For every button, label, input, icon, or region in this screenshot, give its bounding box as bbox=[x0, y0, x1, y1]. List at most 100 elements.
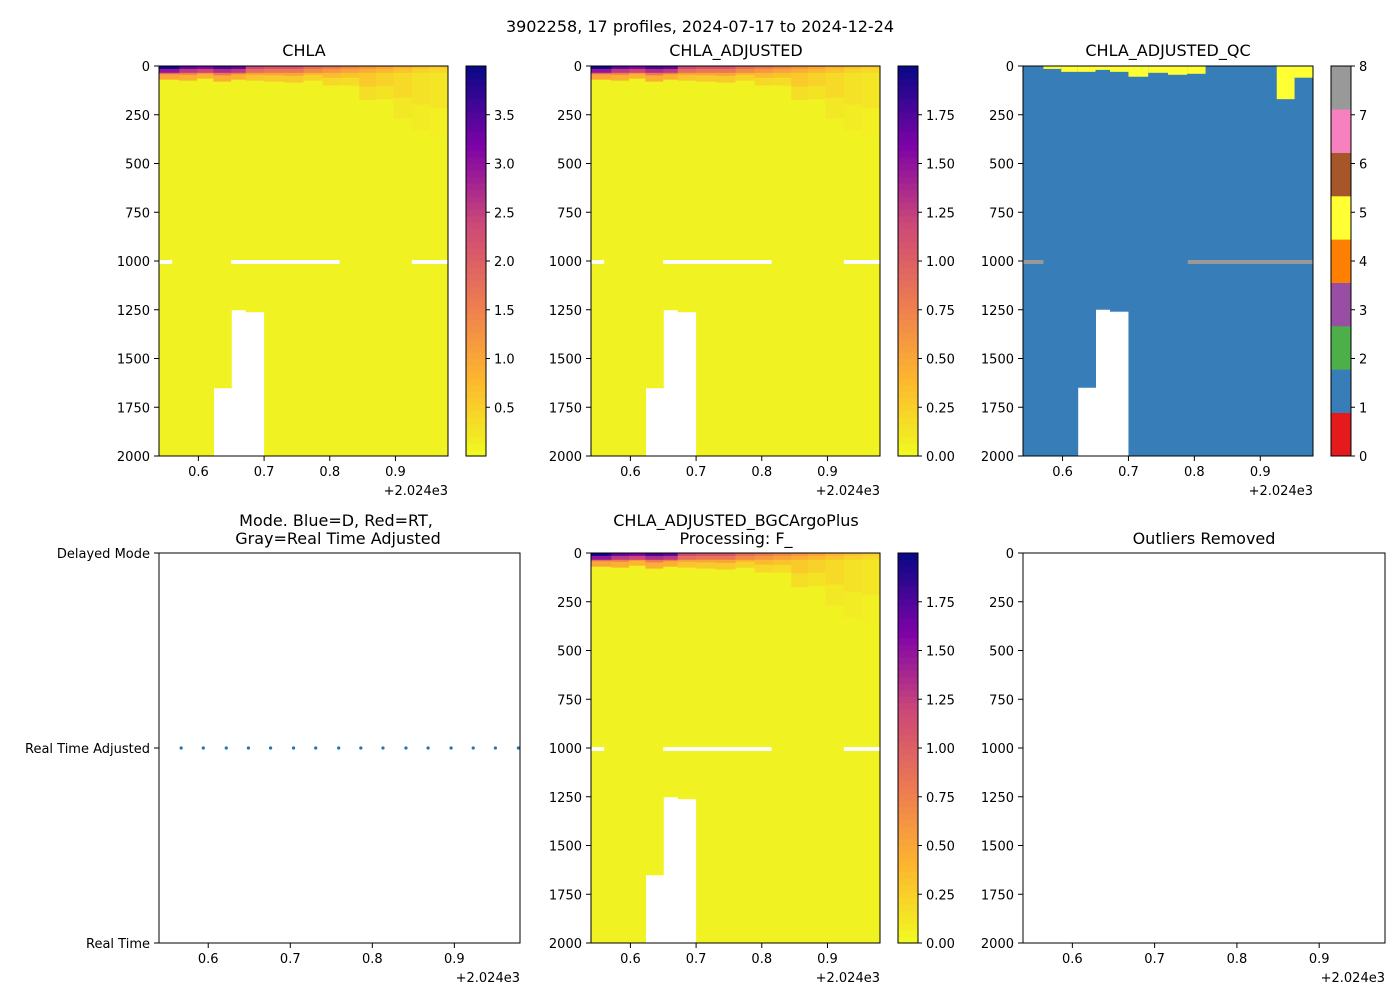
heatmap-cell bbox=[213, 81, 232, 389]
heatmap-cell bbox=[696, 68, 717, 74]
missing-level-gap bbox=[159, 260, 173, 265]
colorbar-segment bbox=[898, 306, 918, 314]
heatmap-cell bbox=[611, 74, 630, 82]
colorbar-segment bbox=[898, 585, 918, 593]
colorbar-segment bbox=[898, 709, 918, 717]
heatmap-cell bbox=[715, 562, 736, 571]
heatmap-cell bbox=[772, 68, 792, 74]
heatmap-cell bbox=[303, 68, 324, 74]
heatmap-cell bbox=[715, 72, 736, 77]
heatmap-cell bbox=[283, 68, 304, 74]
mode-point bbox=[337, 746, 341, 750]
y-category-label: Real Time Adjusted bbox=[25, 742, 150, 757]
heatmap-cell bbox=[375, 72, 394, 87]
heatmap-cell bbox=[843, 555, 863, 561]
heatmap-cell bbox=[843, 553, 863, 557]
heatmap-cell bbox=[245, 80, 265, 313]
x-tick-label: 0.6 bbox=[1052, 465, 1073, 480]
colorbar-segment bbox=[466, 287, 486, 295]
panel-mode: Mode. Blue=D, Red=RT, Gray=Real Time Adj… bbox=[25, 511, 521, 986]
missing-level-gap bbox=[591, 747, 605, 752]
colorbar-segment bbox=[466, 111, 486, 119]
colorbar-tick-label: 4 bbox=[1359, 255, 1367, 270]
mode-point bbox=[404, 746, 408, 750]
heatmap-cell bbox=[611, 68, 630, 74]
colorbar-segment bbox=[466, 137, 486, 145]
heatmap-cell bbox=[359, 66, 377, 70]
heatmap-cell bbox=[611, 80, 630, 457]
qc5-cell bbox=[1077, 66, 1096, 72]
heatmap-cell bbox=[715, 559, 736, 564]
heatmap-cell bbox=[663, 555, 679, 561]
colorbar-segment bbox=[466, 378, 486, 386]
colorbar-segment bbox=[466, 157, 486, 165]
colorbar-segment bbox=[898, 287, 918, 295]
y-tick-label: 500 bbox=[989, 645, 1014, 660]
x-tick-label: 0.7 bbox=[1118, 465, 1139, 480]
colorbar-segment bbox=[898, 150, 918, 158]
heatmap-cell bbox=[591, 79, 612, 457]
y-tick-label: 500 bbox=[557, 158, 582, 173]
colorbar-tick-label: 2.0 bbox=[494, 255, 515, 270]
heatmap-cell bbox=[861, 136, 881, 457]
colorbar-segment bbox=[898, 767, 918, 775]
colorbar-tick-label: 2.5 bbox=[494, 206, 515, 221]
colorbar-segment bbox=[898, 631, 918, 639]
heatmap-cell bbox=[629, 66, 647, 70]
heatmap-cell bbox=[735, 74, 756, 82]
heatmap-cell bbox=[677, 72, 697, 76]
figure-suptitle: 3902258, 17 profiles, 2024-07-17 to 2024… bbox=[506, 17, 894, 36]
colorbar-segment bbox=[898, 417, 918, 425]
x-tick-label: 0.9 bbox=[1309, 952, 1330, 967]
heatmap-cell bbox=[283, 66, 304, 70]
panel-bgc-title-line1: CHLA_ADJUSTED_BGCArgoPlus bbox=[613, 511, 859, 531]
heatmap-cell bbox=[677, 553, 697, 557]
heatmap-cell bbox=[245, 74, 265, 82]
colorbar-segment bbox=[898, 787, 918, 795]
y-tick-label: 750 bbox=[125, 206, 150, 221]
heatmap-cell bbox=[231, 74, 247, 81]
heatmap-cell bbox=[735, 68, 756, 74]
heatmap-cell bbox=[754, 68, 774, 74]
heatmap-cell bbox=[843, 68, 863, 74]
colorbar-segment bbox=[466, 430, 486, 438]
missing-level-gap bbox=[663, 260, 772, 265]
y-tick-label: 1500 bbox=[549, 353, 582, 368]
heatmap-cell bbox=[791, 555, 809, 561]
colorbar-segment bbox=[466, 105, 486, 113]
heatmap-cell bbox=[696, 562, 717, 570]
colorbar-segment bbox=[466, 417, 486, 425]
chla-adjusted-colorbar: 0.00 0.25 0.50 0.75 1.00 1.25 1.50 1.75 bbox=[897, 65, 955, 465]
colorbar-segment bbox=[898, 845, 918, 853]
colorbar-segment bbox=[898, 254, 918, 262]
heatmap-cell bbox=[393, 72, 413, 99]
colorbar-segment bbox=[898, 111, 918, 119]
panel-chla-adjusted-title: CHLA_ADJUSTED bbox=[669, 41, 802, 61]
colorbar-segment bbox=[466, 209, 486, 217]
colorbar-segment bbox=[466, 79, 486, 87]
bgc-colorbar: 0.00 0.25 0.50 0.75 1.00 1.25 1.50 1.75 bbox=[897, 552, 955, 952]
heatmap-cell bbox=[663, 561, 679, 568]
qc-column bbox=[1095, 66, 1111, 310]
heatmap-cell bbox=[696, 568, 717, 944]
colorbar-segment bbox=[466, 326, 486, 334]
heatmap-cell bbox=[715, 75, 736, 84]
colorbar-segment bbox=[898, 319, 918, 327]
colorbar-tick-label: 3.0 bbox=[494, 158, 515, 173]
colorbar-segment bbox=[898, 813, 918, 821]
heatmap-cell bbox=[411, 72, 431, 106]
heatmap-cell bbox=[735, 555, 756, 561]
heatmap-cell bbox=[611, 555, 630, 561]
panel-mode-title-line2: Gray=Real Time Adjusted bbox=[235, 529, 441, 548]
heatmap-cell bbox=[429, 66, 449, 70]
missing-level-gap bbox=[1023, 260, 1044, 265]
qc-heatmap bbox=[1023, 66, 1314, 456]
y-tick-label: 0 bbox=[1006, 60, 1014, 75]
heatmap-cell bbox=[231, 79, 247, 311]
x-tick-label: 0.9 bbox=[817, 465, 838, 480]
missing-level-gap bbox=[843, 260, 880, 265]
heatmap-cell bbox=[375, 85, 394, 100]
colorbar-segment bbox=[898, 637, 918, 645]
colorbar-segment bbox=[1331, 239, 1351, 283]
panel-chla-adjusted: CHLA_ADJUSTED 0.6 0.7 0.8 0.9 +2.024e3 0 250 50… bbox=[549, 41, 955, 499]
